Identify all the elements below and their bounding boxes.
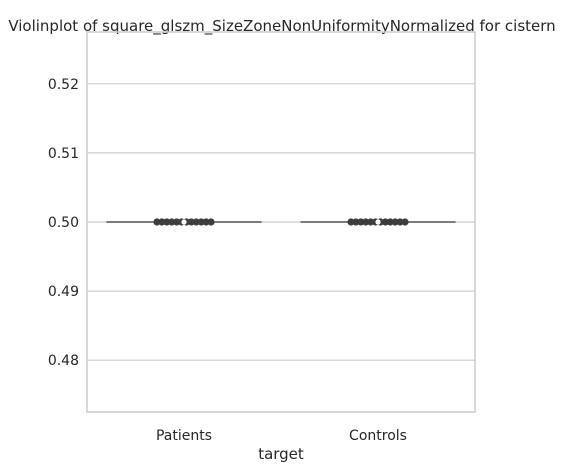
x-tick-labels: Patients Controls <box>156 428 407 444</box>
y-tick-label: 0.52 <box>48 77 79 93</box>
x-axis-label: target <box>258 445 304 463</box>
y-tick-label: 0.51 <box>48 146 79 162</box>
data-point <box>207 218 215 226</box>
violin-marks <box>106 218 456 226</box>
y-tick-labels: 0.48 0.49 0.50 0.51 0.52 <box>48 77 79 369</box>
x-tick-label: Patients <box>156 428 212 444</box>
median-marker <box>181 219 187 225</box>
y-tick-label: 0.48 <box>48 353 79 369</box>
y-tick-label: 0.49 <box>48 284 79 300</box>
x-tick-label: Controls <box>349 428 407 444</box>
y-tick-label: 0.50 <box>48 215 79 231</box>
data-point <box>401 218 409 226</box>
median-marker <box>375 219 381 225</box>
chart-title: Violinplot of square_glszm_SizeZoneNonUn… <box>8 17 555 36</box>
plot-frame <box>86 31 476 413</box>
